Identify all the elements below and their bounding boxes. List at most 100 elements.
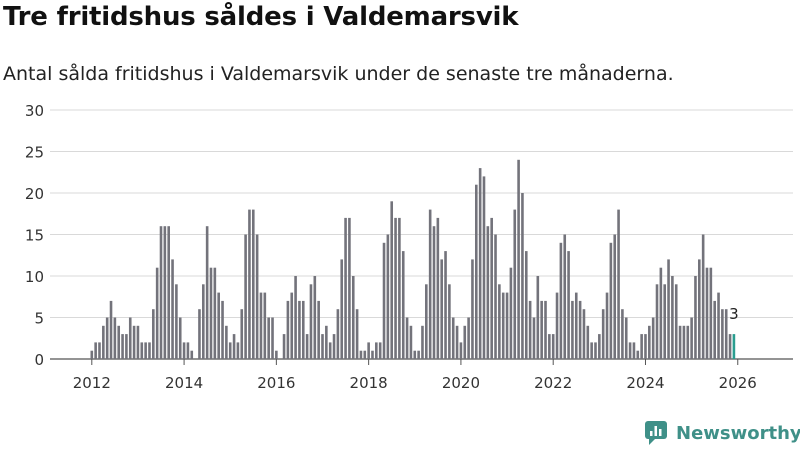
x-tick-label: 2024 <box>626 374 664 392</box>
bar <box>705 267 709 359</box>
bar <box>225 325 228 359</box>
bar <box>159 226 163 359</box>
bar <box>698 259 701 359</box>
bar <box>321 334 324 359</box>
bar <box>517 159 520 359</box>
bar <box>617 209 620 359</box>
bar <box>471 259 474 359</box>
bar <box>209 267 213 359</box>
bar <box>117 325 121 359</box>
x-tick-label: 2018 <box>350 374 388 392</box>
bar <box>663 284 667 359</box>
bar <box>259 292 263 359</box>
bar <box>563 234 567 359</box>
bar <box>490 217 493 359</box>
bar <box>648 325 651 359</box>
bar <box>601 309 605 359</box>
bar <box>659 267 663 359</box>
bar <box>555 292 559 359</box>
bar <box>571 300 574 359</box>
bar <box>475 184 478 359</box>
bar <box>421 325 424 359</box>
bar <box>717 292 720 359</box>
bar <box>282 334 286 359</box>
bar <box>640 334 643 359</box>
bar <box>574 292 578 359</box>
y-tick-label: 30 <box>25 102 44 120</box>
bar <box>190 350 194 359</box>
bar <box>451 317 455 359</box>
y-tick-label: 25 <box>25 144 44 162</box>
last-value-label: 3 <box>729 305 739 323</box>
bar <box>236 342 240 359</box>
bar <box>605 292 609 359</box>
bar <box>148 342 151 359</box>
bar <box>248 209 251 359</box>
bar <box>559 242 563 359</box>
bar <box>217 292 220 359</box>
bar <box>444 251 447 359</box>
bar <box>694 276 697 359</box>
bar <box>398 217 401 359</box>
bar <box>325 325 328 359</box>
bar <box>636 350 640 359</box>
bar <box>171 259 174 359</box>
bar <box>213 267 217 359</box>
bar <box>232 334 236 359</box>
bar <box>482 176 486 359</box>
bar <box>528 300 532 359</box>
bar <box>709 267 713 359</box>
bar <box>624 317 628 359</box>
bar <box>524 251 528 359</box>
bar <box>690 317 693 359</box>
bar <box>355 309 359 359</box>
x-tick-label: 2020 <box>442 374 480 392</box>
data-labels: 3 <box>729 305 739 323</box>
newsworthy-logo: Newsworthy <box>644 420 800 446</box>
bar <box>263 292 267 359</box>
bar <box>371 350 374 359</box>
bar <box>290 292 294 359</box>
bar <box>102 325 105 359</box>
bar <box>244 234 247 359</box>
bar <box>271 317 274 359</box>
bar <box>686 325 690 359</box>
newsworthy-logo-icon <box>645 421 667 445</box>
bar <box>301 300 305 359</box>
y-tick-label: 0 <box>34 351 44 369</box>
bar <box>155 267 159 359</box>
bar <box>202 284 205 359</box>
bar <box>667 259 670 359</box>
bar <box>182 342 186 359</box>
bar <box>136 325 140 359</box>
bar <box>175 284 178 359</box>
bar <box>586 325 590 359</box>
bar <box>417 350 420 359</box>
bar <box>386 234 390 359</box>
bar <box>163 226 167 359</box>
bar <box>344 217 347 359</box>
x-tick-label: 2012 <box>73 374 111 392</box>
bar <box>544 300 547 359</box>
bar <box>536 276 540 359</box>
bar <box>132 325 136 359</box>
bar <box>363 350 367 359</box>
x-axis: 2012 2014 2016 2018 2020 2022 2024 2026 <box>73 359 757 392</box>
bar <box>644 334 647 359</box>
x-tick-label: 2016 <box>257 374 295 392</box>
bar <box>125 334 128 359</box>
bar <box>590 342 593 359</box>
bar <box>428 209 432 359</box>
bar <box>121 334 124 359</box>
bar <box>178 317 182 359</box>
bar <box>205 226 209 359</box>
bar <box>728 334 732 359</box>
bar <box>113 317 117 359</box>
bar <box>486 226 490 359</box>
bar <box>109 300 113 359</box>
bar <box>332 334 336 359</box>
chart-title: Tre fritidshus såldes i Valdemarsvik <box>3 2 519 32</box>
bar <box>548 334 551 359</box>
bar <box>551 334 555 359</box>
bar <box>298 300 301 359</box>
